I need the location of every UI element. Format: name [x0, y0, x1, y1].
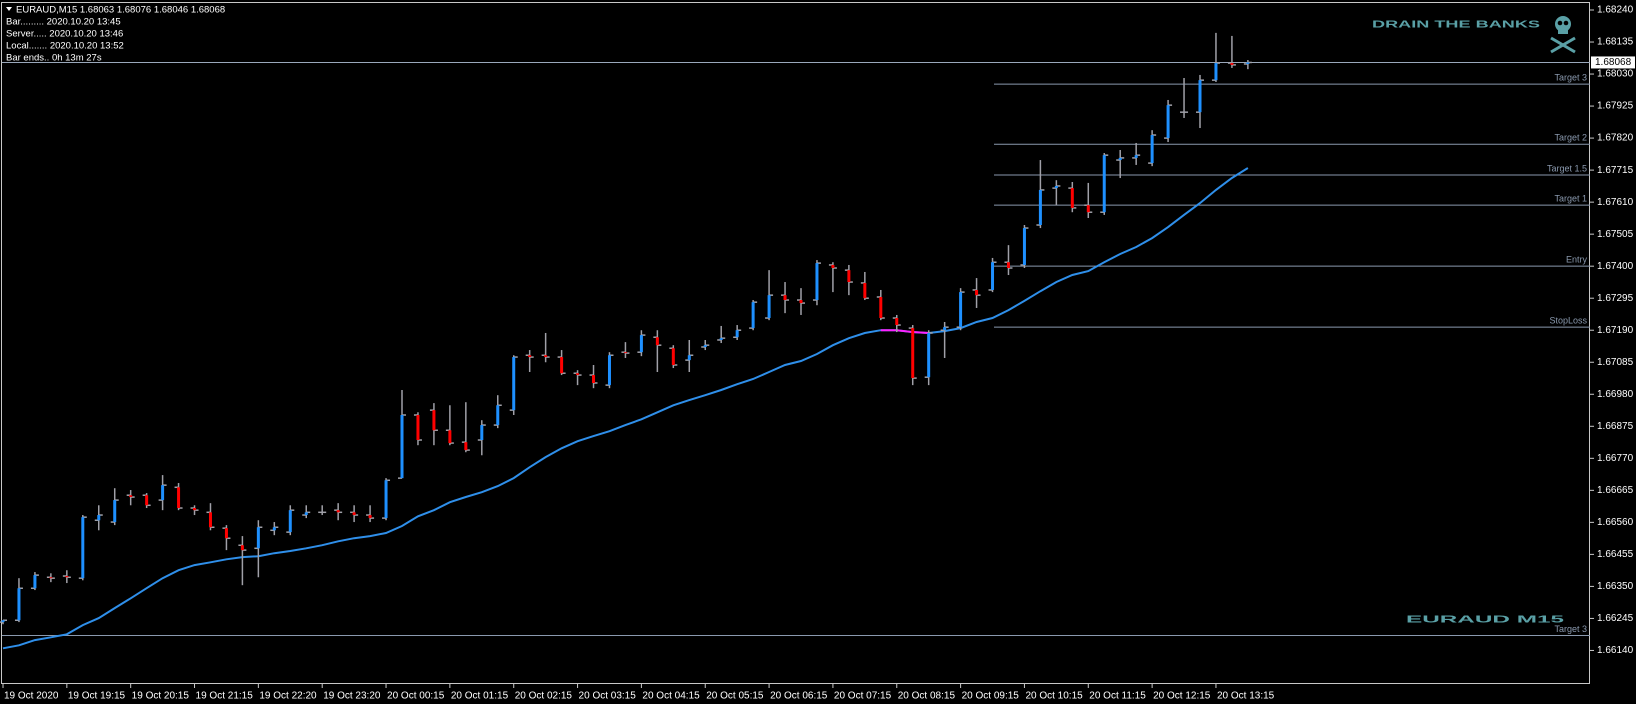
y-tick-label: 1.66560 — [1597, 517, 1634, 528]
y-tick-label: 1.68030 — [1597, 69, 1634, 80]
info-line: Server..... 2020.10.20 13:46 — [6, 29, 123, 40]
y-tick-label: 1.68135 — [1597, 37, 1634, 48]
info-line: Local....... 2020.10.20 13:52 — [6, 41, 124, 52]
watermark: EURAUD M15 — [1406, 615, 1565, 626]
x-tick-label: 20 Oct 06:15 — [770, 691, 828, 702]
x-tick-label: 20 Oct 09:15 — [962, 691, 1020, 702]
x-tick-label: 19 Oct 22:20 — [259, 691, 317, 702]
y-tick-label: 1.67400 — [1597, 261, 1634, 272]
ma-segment-down — [896, 329, 913, 334]
y-tick-label: 1.67085 — [1597, 357, 1634, 368]
y-tick-label: 1.67505 — [1597, 229, 1634, 240]
level-label: Target 3 — [1554, 624, 1587, 634]
ma-line — [2, 167, 1249, 650]
watermark: DRAIN THE BANKS — [1372, 20, 1541, 31]
level-label: Entry — [1566, 255, 1588, 265]
level-label: Target 3 — [1554, 72, 1587, 82]
y-tick-label: 1.66875 — [1597, 421, 1634, 432]
y-tick-label: 1.67610 — [1597, 197, 1634, 208]
y-tick-label: 1.66140 — [1597, 645, 1634, 656]
x-tick-label: 19 Oct 21:15 — [196, 691, 254, 702]
collapse-arrow[interactable] — [6, 7, 12, 11]
y-tick-label: 1.67715 — [1597, 165, 1634, 176]
x-tick-label: 20 Oct 12:15 — [1153, 691, 1211, 702]
x-tick-label: 20 Oct 08:15 — [898, 691, 956, 702]
y-tick-label: 1.66665 — [1597, 485, 1634, 496]
x-tick-label: 20 Oct 03:15 — [579, 691, 637, 702]
x-tick-label: 20 Oct 02:15 — [515, 691, 573, 702]
x-tick-label: 20 Oct 04:15 — [642, 691, 700, 702]
y-tick-label: 1.67925 — [1597, 101, 1634, 112]
info-line: Bar ends.. 0h 13m 27s — [6, 53, 102, 64]
info-line: EURAUD,M15 1.68063 1.68076 1.68046 1.680… — [16, 5, 225, 16]
x-tick-label: 20 Oct 05:15 — [706, 691, 764, 702]
level-label: Target 2 — [1554, 133, 1587, 143]
y-tick-label: 1.66245 — [1597, 613, 1634, 624]
info-line: Bar......... 2020.10.20 13:45 — [6, 17, 121, 28]
x-tick-label: 20 Oct 11:15 — [1089, 691, 1146, 702]
x-tick-label: 19 Oct 2020 — [4, 691, 59, 702]
current-price-box — [1591, 56, 1635, 69]
plot-frame — [1, 2, 1590, 684]
level-label: StopLoss — [1549, 316, 1587, 326]
y-tick-label: 1.66770 — [1597, 453, 1634, 464]
level-label: Target 1 — [1554, 194, 1587, 204]
y-tick-label: 1.68240 — [1597, 5, 1634, 16]
x-tick-label: 20 Oct 01:15 — [451, 691, 509, 702]
x-tick-label: 20 Oct 07:15 — [834, 691, 892, 702]
level-label: Target 1.5 — [1547, 163, 1587, 173]
x-tick-label: 20 Oct 00:15 — [387, 691, 445, 702]
y-tick-label: 1.67295 — [1597, 293, 1634, 304]
x-tick-label: 19 Oct 20:15 — [132, 691, 190, 702]
y-tick-label: 1.66350 — [1597, 581, 1634, 592]
x-tick-label: 19 Oct 23:20 — [323, 691, 381, 702]
skull-icon — [1550, 16, 1576, 54]
y-tick-label: 1.66455 — [1597, 549, 1634, 560]
current-price-label: 1.68068 — [1595, 57, 1632, 68]
y-tick-label: 1.66980 — [1597, 389, 1634, 400]
ma-segment-down — [912, 331, 929, 334]
y-tick-label: 1.67820 — [1597, 133, 1634, 144]
y-tick-label: 1.67190 — [1597, 325, 1634, 336]
x-tick-label: 20 Oct 13:15 — [1217, 691, 1275, 702]
x-tick-label: 19 Oct 19:15 — [68, 691, 126, 702]
x-tick-label: 20 Oct 10:15 — [1025, 691, 1083, 702]
